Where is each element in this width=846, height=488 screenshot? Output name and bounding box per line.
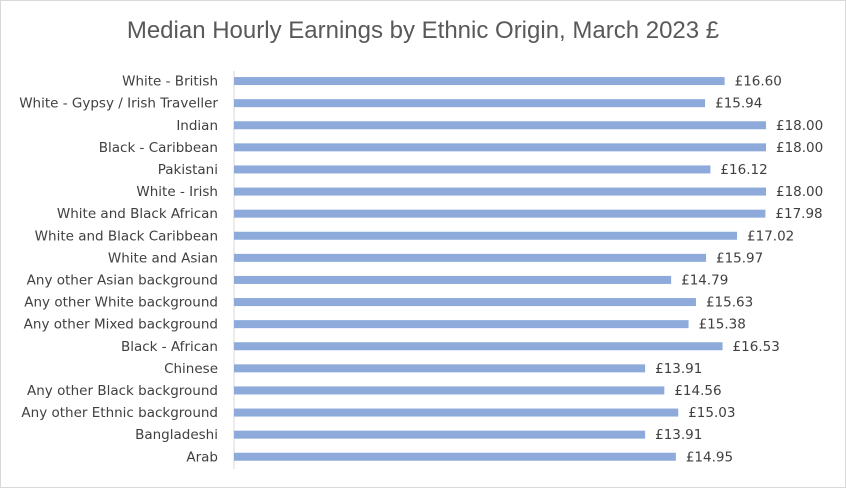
data-label: £17.98: [775, 206, 822, 222]
category-label: White - British: [122, 74, 218, 90]
data-label: £18.00: [776, 140, 823, 156]
data-label: £16.60: [735, 74, 782, 90]
category-label: White and Asian: [108, 250, 218, 266]
category-label: Any other Ethnic background: [21, 405, 218, 421]
data-label: £14.95: [686, 449, 733, 465]
category-label: White and Black African: [57, 206, 218, 222]
data-label: £15.97: [716, 250, 763, 266]
chart-title: Median Hourly Earnings by Ethnic Origin,…: [126, 17, 720, 44]
bar: [234, 209, 766, 218]
data-label: £17.02: [747, 228, 794, 244]
bar: [234, 187, 766, 196]
category-label: Black - Caribbean: [99, 140, 218, 156]
category-label: Any other Mixed background: [24, 317, 218, 333]
bar: [234, 99, 706, 108]
bar: [234, 231, 738, 240]
data-label: £15.38: [699, 317, 746, 333]
bar: [234, 298, 696, 307]
data-label: £14.79: [681, 272, 728, 288]
category-label: Bangladeshi: [135, 427, 218, 443]
data-label: £13.91: [655, 427, 702, 443]
bar: [234, 143, 766, 152]
bar: [234, 342, 723, 351]
category-label: Arab: [186, 449, 218, 465]
bar: [234, 77, 725, 86]
category-label: Pakistani: [158, 162, 218, 178]
category-label: Any other Asian background: [27, 272, 218, 288]
bar: [234, 430, 646, 439]
bar: [234, 452, 676, 461]
category-label: White and Black Caribbean: [35, 228, 218, 244]
bar: [234, 121, 766, 130]
bar: [234, 275, 672, 284]
data-label: £14.56: [674, 383, 721, 399]
category-label: White - Irish: [136, 184, 218, 200]
bar: [234, 364, 646, 373]
category-label: Black - African: [121, 339, 218, 355]
category-label: Any other Black background: [27, 383, 218, 399]
data-label: £13.91: [655, 361, 702, 377]
category-label: Indian: [176, 118, 218, 134]
bar: [234, 408, 679, 417]
category-label: White - Gypsy / Irish Traveller: [19, 96, 218, 112]
data-label: £18.00: [776, 184, 823, 200]
bar: [234, 253, 707, 262]
data-label: £18.00: [776, 118, 823, 134]
bar: [234, 165, 711, 174]
data-label: £15.03: [688, 405, 735, 421]
data-label: £15.63: [706, 295, 753, 311]
data-label: £16.53: [733, 339, 780, 355]
bar: [234, 320, 689, 329]
data-label: £16.12: [720, 162, 767, 178]
bar: [234, 386, 665, 395]
data-label: £15.94: [715, 96, 762, 112]
category-label: Chinese: [164, 361, 218, 377]
category-label: Any other White background: [24, 295, 218, 311]
